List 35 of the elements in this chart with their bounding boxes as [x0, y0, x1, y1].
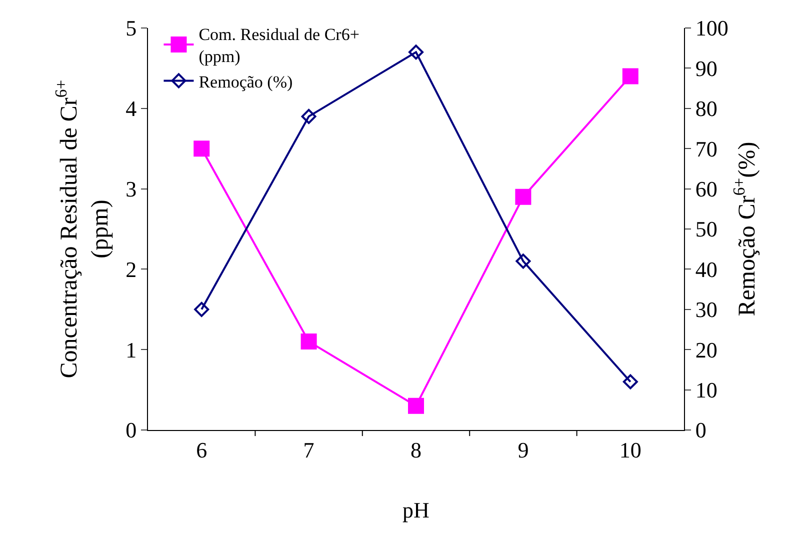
point — [515, 188, 532, 205]
y2-tick-label: 0 — [695, 418, 706, 443]
x-axis-title: pH — [402, 497, 430, 522]
x-tick-label: 7 — [303, 437, 314, 462]
point — [194, 140, 210, 157]
point — [301, 108, 316, 124]
point — [622, 374, 638, 390]
y2-tick-label: 20 — [695, 337, 718, 362]
y2-tick-label: 50 — [695, 216, 718, 242]
y2-tick-label: 60 — [695, 176, 718, 202]
y-tick-label: 3 — [126, 176, 137, 202]
point — [408, 398, 424, 414]
y2-tick-label: 80 — [695, 96, 718, 122]
x-tick-label: 6 — [196, 437, 208, 462]
y2-tick-label: 90 — [695, 56, 718, 81]
legend-label: Com. Residual de Cr6+ (ppm) — [198, 25, 360, 66]
point — [516, 254, 531, 269]
y-tick-label: 1 — [126, 337, 137, 362]
y2-tick-label: 10 — [695, 378, 718, 402]
x-tick-label: 10 — [619, 437, 642, 462]
point — [300, 334, 317, 350]
point — [622, 68, 638, 84]
y-tick-label: 4 — [126, 96, 137, 122]
y2-tick-label: 100 — [695, 16, 728, 41]
legend-label: Remoção (%) — [198, 72, 293, 92]
y-tick-label: 2 — [126, 256, 137, 282]
y2-tick-label: 40 — [695, 256, 718, 282]
x-tick-label: 9 — [518, 437, 529, 462]
point — [408, 44, 424, 60]
y2-tick-label: 30 — [695, 297, 718, 322]
y-tick-label: 0 — [126, 418, 137, 443]
x-tick-label: 8 — [410, 437, 422, 462]
y2-tick-label: 70 — [695, 136, 718, 162]
point — [194, 302, 210, 317]
y-tick-label: 5 — [126, 16, 137, 41]
